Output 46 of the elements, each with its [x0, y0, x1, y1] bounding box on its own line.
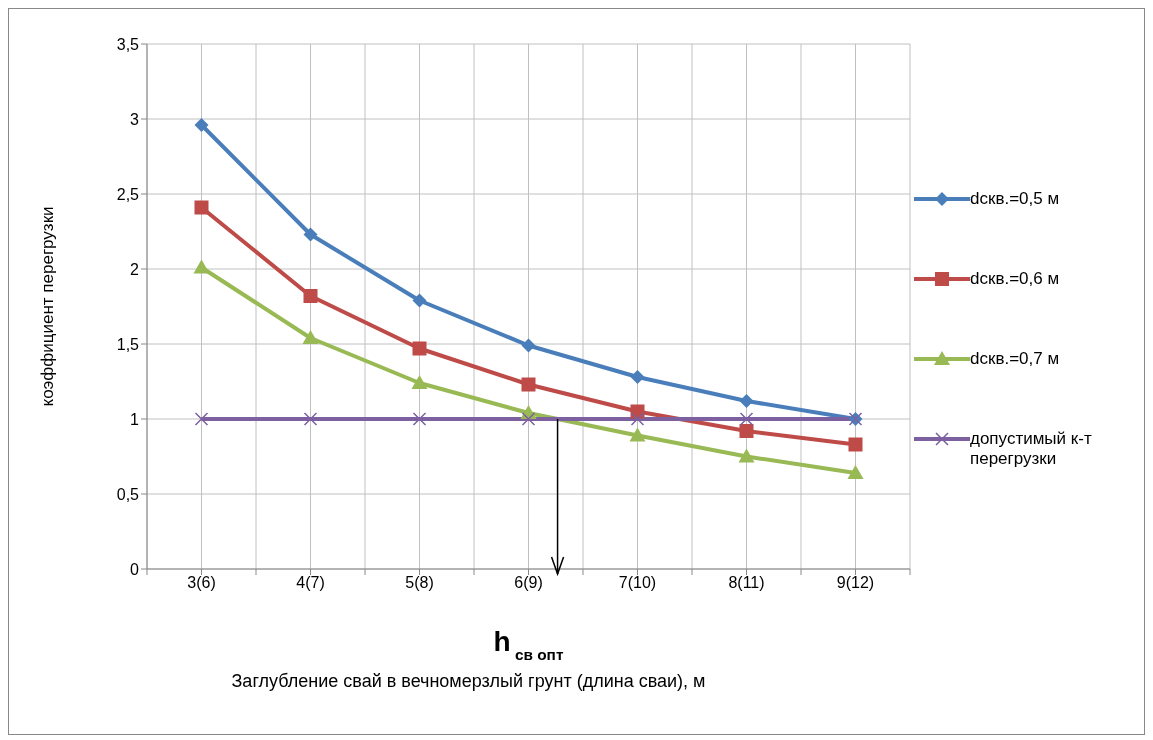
point	[194, 412, 209, 426]
point	[629, 427, 646, 442]
y-tick-label: 0,5	[116, 485, 140, 503]
point	[739, 424, 754, 438]
x-tick-label: 4(7)	[296, 574, 325, 592]
legend-label: dскв.=0,7 м	[970, 349, 1061, 369]
legend-label: dскв.=0,5 м	[970, 189, 1061, 209]
point	[412, 412, 427, 426]
point	[630, 370, 645, 384]
point	[739, 412, 754, 426]
point	[521, 412, 536, 426]
y-tick-label: 2	[130, 260, 140, 278]
point	[193, 259, 210, 274]
point	[847, 465, 864, 479]
y-tick-label: 1,5	[116, 335, 140, 353]
point	[194, 118, 209, 132]
text: h$_{св опт}$	[493, 626, 564, 663]
y-tick-label: 2,5	[116, 185, 140, 203]
point	[303, 412, 318, 426]
x-axis-title: Заглубление свай в вечномерзлый грунт (длина сваи), м	[231, 671, 706, 691]
x-tick-label: 7(10)	[618, 574, 657, 592]
x-tick-label: 8(11)	[728, 574, 765, 592]
point	[194, 200, 209, 215]
y-axis-title: коэффициент перегрузки	[38, 206, 58, 407]
point	[848, 437, 863, 452]
x-tick-label: 9(12)	[836, 574, 875, 592]
point	[738, 448, 755, 463]
legend-label: dскв.=0,6 м	[970, 269, 1061, 289]
point	[412, 293, 427, 308]
point	[412, 341, 427, 356]
y-tick-label: 3	[130, 110, 140, 128]
x-tick-label: 3(6)	[187, 574, 216, 592]
point	[411, 375, 428, 389]
point	[739, 394, 754, 408]
x-tick-label: 5(8)	[405, 574, 434, 592]
y-tick-label: 3,5	[116, 35, 140, 53]
legend-label: допустимый к-т перегрузки	[970, 429, 1093, 469]
y-tick-label: 1	[130, 410, 140, 428]
x-tick-label: 6(9)	[514, 574, 543, 592]
point	[521, 377, 536, 392]
point	[302, 330, 319, 344]
point	[303, 289, 318, 303]
point	[630, 412, 645, 426]
point	[521, 338, 536, 353]
y-tick-label: 0	[130, 560, 140, 578]
point	[303, 227, 318, 242]
